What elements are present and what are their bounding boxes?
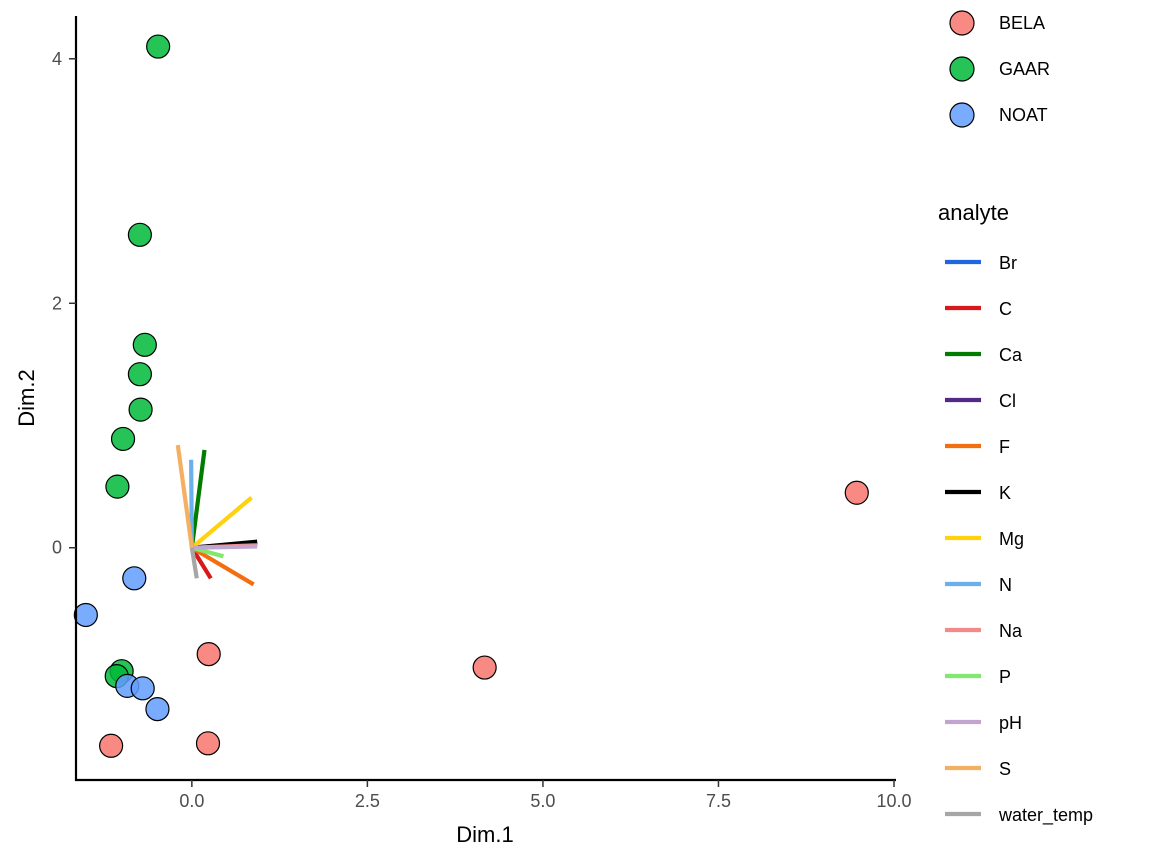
point-gaar <box>105 474 130 499</box>
legend-key-gaar <box>949 56 975 82</box>
x-tick-label: 2.5 <box>355 791 380 811</box>
legend-label-ph: pH <box>999 713 1022 733</box>
point-bela <box>844 480 869 505</box>
point-noat <box>122 566 147 591</box>
legend-label-cl: Cl <box>999 391 1016 411</box>
point-bela <box>472 655 497 680</box>
legend-label-br: Br <box>999 253 1017 273</box>
vector-water-temp <box>189 547 199 579</box>
point-gaar <box>110 426 136 452</box>
legend-label-mg: Mg <box>999 529 1024 549</box>
y-tick-label: 2 <box>52 293 62 313</box>
legend-label-n: N <box>999 575 1012 595</box>
legend-label-c: C <box>999 299 1012 319</box>
point-gaar <box>146 34 171 59</box>
legend-key-noat <box>949 102 975 128</box>
point-gaar <box>127 222 152 247</box>
point-noat <box>73 602 98 628</box>
legend-label-s: S <box>999 759 1011 779</box>
vector-s <box>175 444 194 549</box>
legend-label-gaar: GAAR <box>999 59 1050 79</box>
legend-site: BELA GAAR NOAT <box>949 10 1050 128</box>
x-tick-label: 0.0 <box>179 791 204 811</box>
y-axis-ticks: 0 2 4 <box>52 49 76 558</box>
point-gaar <box>127 362 152 387</box>
analyte-vectors <box>175 444 258 587</box>
y-axis-title: Dim.2 <box>14 369 39 426</box>
legend-analyte-title: analyte <box>938 200 1009 225</box>
sample-points <box>73 34 869 758</box>
point-gaar <box>128 397 153 422</box>
legend-label-p: P <box>999 667 1011 687</box>
legend-label-water-temp: water_temp <box>998 805 1093 826</box>
point-bela <box>196 641 221 667</box>
legend-label-k: K <box>999 483 1011 503</box>
legend-label-na: Na <box>999 621 1023 641</box>
x-tick-label: 5.0 <box>530 791 555 811</box>
axes <box>74 16 896 782</box>
legend-label-f: F <box>999 437 1010 457</box>
x-axis-title: Dim.1 <box>456 822 513 847</box>
legend-key-bela <box>949 10 975 36</box>
x-tick-label: 10.0 <box>876 791 911 811</box>
vector-f <box>190 545 255 587</box>
y-tick-label: 0 <box>52 538 62 558</box>
vector-ph <box>191 544 258 550</box>
point-gaar <box>132 332 157 357</box>
point-bela <box>99 733 124 758</box>
vector-c <box>190 546 213 580</box>
point-noat <box>145 697 170 722</box>
y-tick-label: 4 <box>52 49 62 69</box>
x-axis-ticks: 0.0 2.5 5.0 7.5 10.0 <box>179 780 912 811</box>
point-noat <box>130 676 155 701</box>
vector-mg <box>190 496 253 550</box>
legend-label-bela: BELA <box>999 13 1045 33</box>
plot-area <box>73 34 869 758</box>
point-bela <box>195 731 221 756</box>
x-tick-label: 7.5 <box>706 791 731 811</box>
vector-ca <box>189 449 207 549</box>
legend-label-noat: NOAT <box>999 105 1048 125</box>
legend-label-ca: Ca <box>999 345 1023 365</box>
